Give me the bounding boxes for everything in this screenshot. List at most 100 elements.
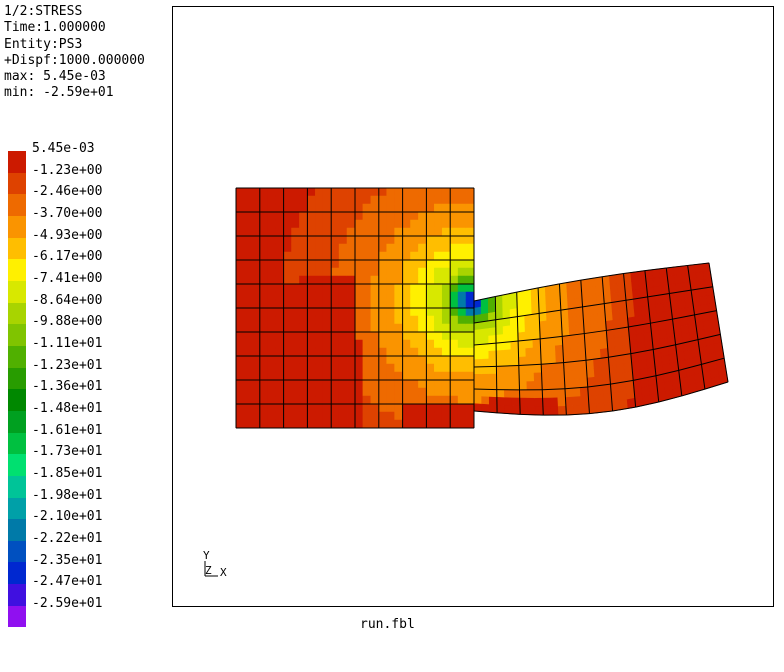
contour-cell (525, 339, 534, 349)
contour-cell (275, 187, 284, 197)
contour-cell (418, 363, 427, 373)
contour-cell (330, 395, 340, 405)
contour-cell (517, 323, 526, 334)
contour-cell (386, 243, 395, 253)
contour-cell (259, 307, 269, 317)
contour-cell (541, 380, 551, 391)
contour-cell (299, 251, 308, 261)
contour-cell (457, 307, 467, 317)
contour-cell (346, 379, 356, 389)
contour-cell (418, 331, 427, 341)
contour-cell (338, 323, 348, 333)
contour-cell (531, 321, 541, 332)
contour-cell (576, 324, 585, 335)
contour-cell (275, 299, 284, 309)
mesh-line (518, 363, 542, 366)
contour-cell (386, 291, 395, 301)
contour-cell (588, 295, 598, 307)
contour-cell (338, 243, 348, 253)
contour-cell (495, 334, 504, 344)
contour-cell (511, 365, 520, 375)
contour-cell (623, 353, 632, 365)
contour-cell (546, 328, 556, 339)
contour-cell (582, 314, 592, 326)
contour-cell (243, 323, 253, 333)
contour-cell (548, 362, 557, 373)
contour-cell (307, 227, 316, 237)
contour-cell (243, 203, 253, 213)
contour-cell (299, 331, 308, 341)
contour-cell (275, 235, 284, 245)
contour-cell (617, 291, 627, 302)
contour-cell (410, 203, 419, 213)
contour-cell (378, 283, 388, 293)
contour-cell (623, 362, 633, 374)
contour-cell (410, 251, 419, 261)
contour-cell (259, 299, 269, 309)
contour-cell (299, 419, 308, 429)
contour-cell (573, 288, 583, 300)
contour-cell (402, 411, 411, 421)
contour-cell (449, 211, 459, 221)
contour-cell (654, 294, 664, 305)
contour-cell (235, 371, 245, 381)
contour-cell (267, 243, 276, 253)
contour-cell (465, 187, 475, 197)
contour-cell (346, 259, 356, 269)
stress-contour-mesh (235, 187, 729, 429)
contour-cell (441, 283, 451, 293)
contour-cell (418, 347, 427, 357)
contour-cell (488, 366, 497, 375)
contour-cell (590, 313, 599, 324)
contour-cell (362, 291, 372, 301)
contour-cell (275, 395, 284, 405)
contour-cell (511, 397, 521, 407)
contour-cell (378, 187, 388, 197)
contour-cell (283, 339, 292, 349)
contour-cell (441, 235, 451, 245)
contour-cell (299, 299, 308, 309)
contour-cell (608, 364, 618, 376)
contour-cell (235, 187, 245, 197)
contour-cell (418, 227, 427, 237)
mesh-line (635, 401, 659, 408)
contour-cell (480, 328, 489, 338)
contour-cell (386, 387, 395, 397)
contour-cell (362, 275, 372, 285)
contour-cell (525, 347, 534, 358)
contour-cell (283, 203, 292, 213)
contour-cell (267, 195, 276, 205)
contour-cell (402, 371, 411, 381)
contour-cell (330, 363, 340, 373)
contour-cell (378, 387, 388, 397)
contour-cell (502, 333, 512, 343)
contour-cell (354, 251, 364, 261)
contour-cell (564, 379, 573, 390)
contour-cell (555, 362, 565, 373)
legend-label: -2.47e+01 (32, 574, 103, 590)
contour-cell (530, 296, 540, 307)
contour-cell (441, 371, 451, 381)
contour-cell (426, 419, 435, 429)
contour-cell (251, 203, 261, 213)
contour-cell (434, 387, 443, 397)
contour-cell (386, 371, 395, 381)
contour-cell (283, 195, 292, 205)
contour-cell (465, 347, 475, 357)
contour-cell (370, 307, 380, 317)
contour-cell (386, 299, 395, 309)
contour-cell (554, 327, 563, 338)
contour-cell (346, 411, 356, 421)
contour-cell (418, 251, 427, 261)
contour-cell (601, 275, 611, 287)
contour-cell (394, 283, 403, 293)
contour-cell (565, 396, 574, 407)
contour-cell (330, 419, 340, 429)
contour-cell (457, 363, 467, 373)
contour-cell (569, 334, 578, 345)
model-viewport[interactable] (172, 6, 774, 607)
contour-cell (243, 267, 253, 277)
legend-label: -2.10e+01 (32, 509, 103, 525)
contour-cell (259, 227, 269, 237)
contour-cell (552, 301, 562, 312)
